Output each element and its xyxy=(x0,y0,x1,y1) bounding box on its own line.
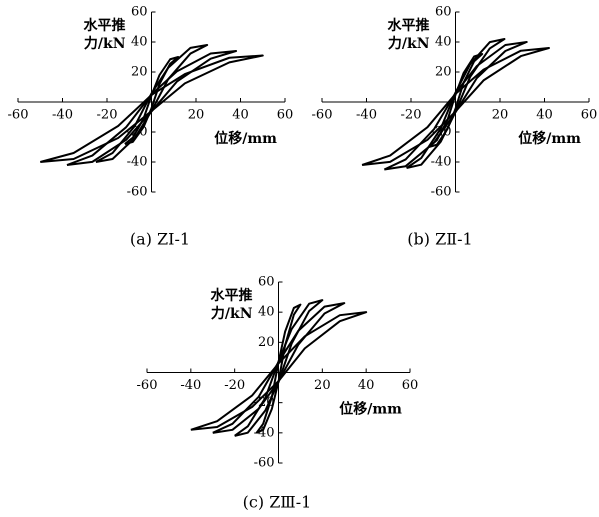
x-axis-label: 位移/mm xyxy=(518,130,581,147)
x-tick-label: -20 xyxy=(224,378,245,393)
x-axis-label: 位移/mm xyxy=(214,130,277,147)
x-tick-label: 20 xyxy=(492,108,509,123)
y-axis-label: 力/kN xyxy=(84,35,126,52)
x-tick-label: -60 xyxy=(137,378,158,393)
hysteresis-loop xyxy=(95,44,209,163)
y-axis-label: 水平推 xyxy=(84,17,126,34)
x-tick-label: 20 xyxy=(314,378,331,393)
x-tick-label: 60 xyxy=(581,108,598,123)
x-tick-label: -20 xyxy=(97,108,118,123)
y-axis-label: 水平推 xyxy=(388,17,430,34)
x-tick-label: 60 xyxy=(277,108,294,123)
hysteresis-loop xyxy=(190,311,368,431)
x-tick-label: 40 xyxy=(358,378,375,393)
x-tick-label: -40 xyxy=(180,378,201,393)
y-tick-label: -40 xyxy=(127,155,148,170)
y-tick-label: 60 xyxy=(258,275,275,290)
hysteresis-loop xyxy=(234,299,324,437)
hysteresis-loop xyxy=(66,50,238,166)
x-tick-label: -20 xyxy=(401,108,422,123)
y-tick-label: 40 xyxy=(435,35,452,50)
y-tick-label: 40 xyxy=(131,35,148,50)
x-tick-label: 40 xyxy=(232,108,249,123)
y-tick-label: 20 xyxy=(131,65,148,80)
y-tick-label: 40 xyxy=(258,305,275,320)
y-tick-label: 20 xyxy=(258,335,275,350)
caption: (c) ZⅢ-1 xyxy=(243,493,312,512)
x-tick-label: 20 xyxy=(188,108,205,123)
x-tick-label: 40 xyxy=(536,108,553,123)
y-axis-label: 力/kN xyxy=(211,305,253,322)
y-tick-label: 20 xyxy=(435,65,452,80)
y-tick-label: -40 xyxy=(431,155,452,170)
y-tick-label: -60 xyxy=(431,185,452,200)
x-tick-label: 60 xyxy=(402,378,419,393)
x-tick-label: -60 xyxy=(8,108,29,123)
hysteresis-loop xyxy=(361,47,550,166)
caption: (a) ZⅠ-1 xyxy=(130,230,190,249)
x-tick-label: -40 xyxy=(52,108,73,123)
hysteresis-loop xyxy=(212,302,346,434)
caption: (b) ZⅡ-1 xyxy=(407,230,472,249)
x-tick-label: -40 xyxy=(356,108,377,123)
hysteresis-loop xyxy=(383,41,528,171)
hysteresis-loop xyxy=(124,56,180,145)
y-tick-label: 60 xyxy=(131,5,148,20)
y-axis-label: 力/kN xyxy=(388,35,430,52)
y-axis-label: 水平推 xyxy=(211,287,253,304)
x-axis-label: 位移/mm xyxy=(339,401,402,418)
y-tick-label: 60 xyxy=(435,5,452,20)
hysteresis-loop xyxy=(405,38,506,169)
hysteresis-loop xyxy=(39,54,264,163)
y-tick-label: -60 xyxy=(254,456,275,471)
x-tick-label: -60 xyxy=(312,108,333,123)
y-tick-label: -60 xyxy=(127,185,148,200)
